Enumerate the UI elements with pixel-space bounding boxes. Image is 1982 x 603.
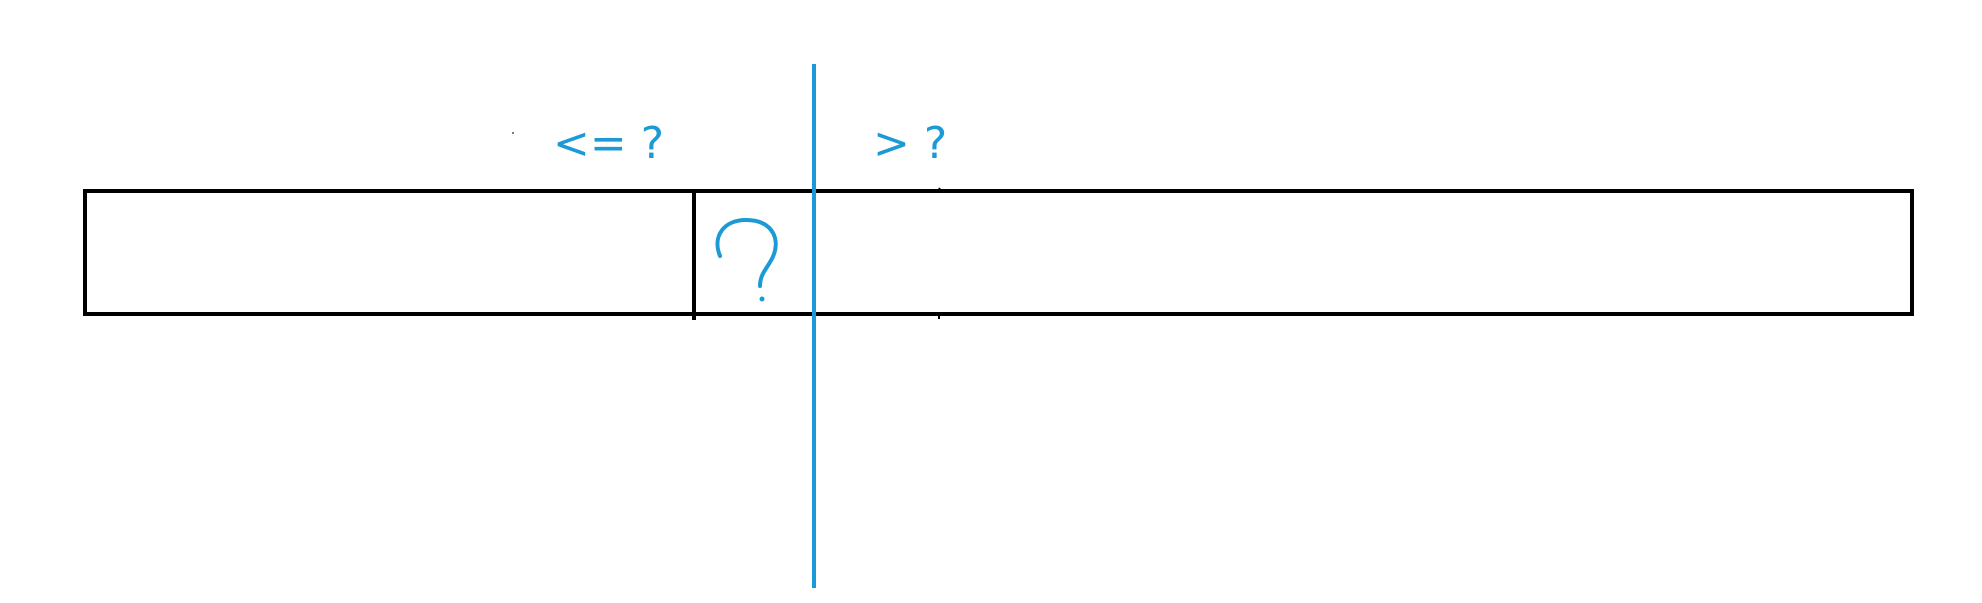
tick-mark-top	[938, 187, 942, 192]
stray-dot	[512, 132, 514, 134]
right-condition-label: > ?	[873, 118, 948, 169]
question-mark-icon	[715, 217, 778, 302]
array-box	[83, 189, 1914, 316]
left-condition-label: <= ?	[553, 118, 665, 169]
